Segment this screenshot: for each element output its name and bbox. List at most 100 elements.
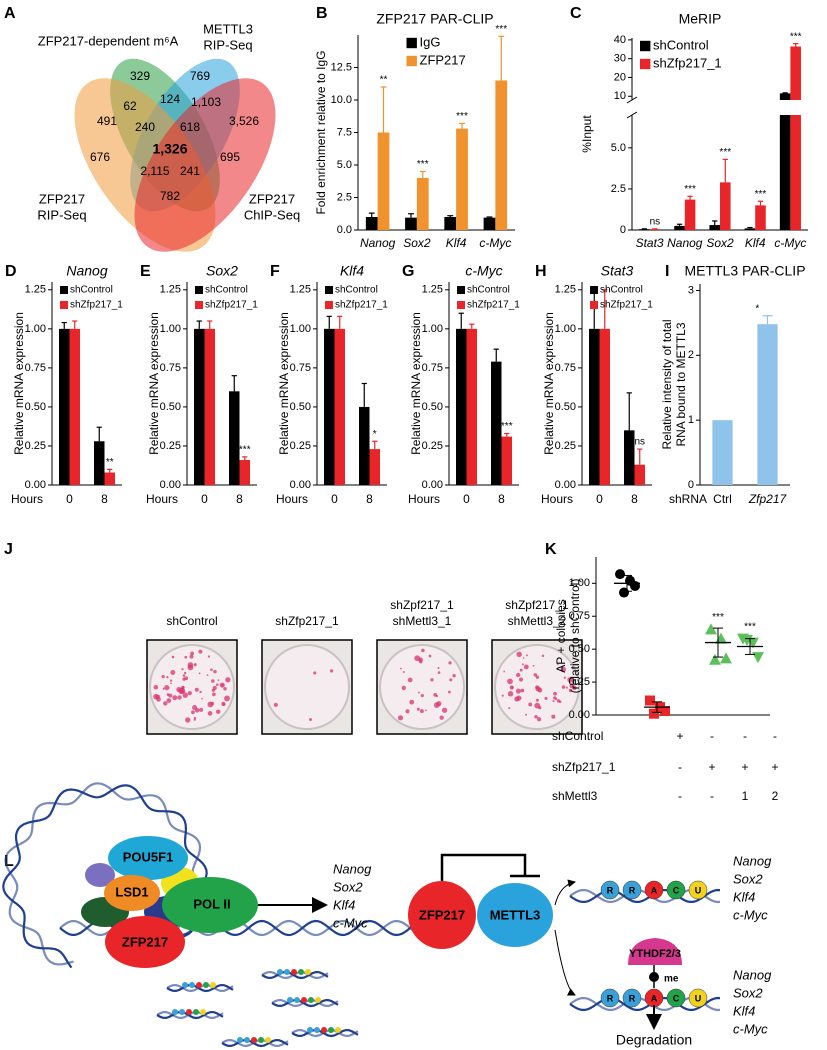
- x-tick-label: Nanog: [360, 236, 396, 250]
- target-gene: Klf4: [333, 897, 355, 912]
- y-tick-label: 40: [614, 34, 626, 46]
- bar: [757, 324, 778, 485]
- y-tick-label: 2.5: [611, 183, 626, 195]
- colony: [153, 684, 159, 690]
- bar: [334, 328, 345, 485]
- colony: [555, 698, 558, 700]
- y-tick-label: 7.5: [337, 126, 352, 138]
- strand: [166, 983, 234, 993]
- bar: [194, 328, 205, 485]
- strand: [156, 1010, 224, 1020]
- colony: [522, 657, 525, 659]
- colony: [449, 678, 453, 682]
- colony: [190, 651, 195, 656]
- colony: [193, 663, 197, 667]
- zfp217-blob: [105, 916, 185, 968]
- chart-title: Klf4: [340, 263, 364, 279]
- nucleotide: [688, 880, 708, 900]
- condition-mark: 2: [772, 789, 779, 803]
- colony: [428, 654, 432, 658]
- colony: [215, 683, 219, 687]
- venn-count: 240: [135, 120, 155, 134]
- point: [705, 623, 717, 635]
- y-tick-label: 0.50: [290, 401, 311, 413]
- colony: [182, 692, 189, 698]
- colony: [193, 718, 196, 721]
- colony: [421, 648, 425, 653]
- panel-letter: A: [4, 5, 16, 22]
- significance: ***: [495, 24, 507, 35]
- point: [720, 652, 732, 664]
- mini-nucleotide: [294, 997, 300, 1003]
- mini-nucleotide: [189, 982, 195, 988]
- bar: [674, 225, 685, 230]
- protein-label: LSD1: [115, 884, 148, 899]
- bar: [359, 406, 370, 485]
- y-tick-label: 1: [688, 414, 694, 426]
- condition-mark: -: [710, 729, 714, 743]
- feedback-line: [440, 853, 540, 881]
- venn-count: 62: [123, 99, 137, 113]
- x-tick-label: 8: [236, 492, 243, 506]
- y-tick-label: 10: [614, 90, 626, 102]
- condition-mark: -: [773, 729, 777, 743]
- nucleotide-label: C: [673, 993, 680, 1003]
- strand: [569, 888, 721, 904]
- colony: [418, 691, 420, 694]
- venn-set-label: ZFP217: [39, 191, 85, 206]
- bar: [104, 472, 115, 485]
- sample-label: shZpf217_1: [505, 598, 569, 612]
- legend-label: shControl: [335, 285, 378, 296]
- mini-nucleotide: [308, 997, 314, 1003]
- mini-nucleotide: [244, 1037, 250, 1043]
- colony: [166, 675, 169, 679]
- venn-set-label: ChIP-Seq: [244, 207, 300, 222]
- colony: [402, 670, 405, 673]
- panel-letter: K: [545, 541, 557, 558]
- mini-nucleotide: [237, 1037, 243, 1043]
- mini-nucleotide: [200, 1009, 206, 1015]
- target-gene: c-Myc: [733, 907, 768, 922]
- y-axis-label: AP + colonies: [554, 599, 568, 673]
- venn-count: 124: [160, 92, 180, 106]
- mini-nucleotide: [298, 969, 304, 975]
- y-tick-label: 0.00: [422, 479, 443, 491]
- colony: [572, 685, 577, 691]
- legend-label: shControl: [600, 285, 643, 296]
- colony: [164, 685, 170, 691]
- colony: [534, 702, 541, 709]
- condition-mark: +: [708, 760, 715, 774]
- colony: [187, 662, 194, 668]
- colony: [198, 649, 203, 654]
- bar: [589, 328, 600, 485]
- colony: [425, 709, 427, 712]
- nucleotide: [688, 988, 708, 1008]
- significance: ***: [239, 445, 251, 456]
- y-tick-label: 0.50: [422, 401, 443, 413]
- y-tick-label: 0.50: [25, 401, 46, 413]
- mini-nucleotide: [291, 969, 297, 975]
- colony: [161, 674, 165, 679]
- strand: [271, 998, 339, 1008]
- panel-letter: I: [665, 263, 669, 280]
- venn-count: 782: [160, 189, 180, 203]
- axis-break: [626, 96, 638, 119]
- y-tick-label: 0.00: [555, 479, 576, 491]
- modification-label: me: [664, 974, 679, 985]
- bar: [466, 328, 477, 485]
- condition-mark: -: [743, 729, 747, 743]
- significance: ***: [790, 31, 802, 42]
- colony: [568, 688, 573, 693]
- nucleotide: [644, 880, 664, 900]
- mini-nucleotide: [307, 1027, 313, 1033]
- target-gene: c-Myc: [333, 915, 368, 930]
- colony: [520, 688, 525, 693]
- colony: [533, 673, 538, 677]
- venn-count: 618: [180, 120, 200, 134]
- colony: [222, 703, 226, 706]
- bar: [405, 217, 417, 230]
- colony: [184, 655, 188, 659]
- legend-label: shControl: [205, 285, 248, 296]
- protein-label: ZFP217: [122, 934, 168, 949]
